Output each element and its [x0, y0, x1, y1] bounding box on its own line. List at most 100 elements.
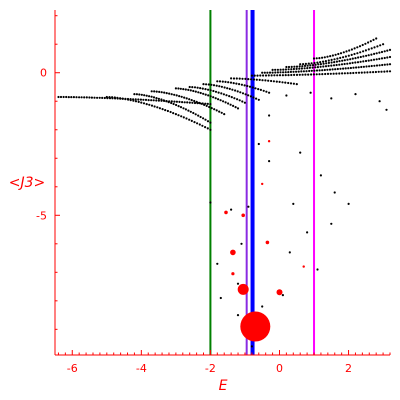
data-point-476 [342, 56, 345, 59]
data-point-345 [310, 69, 313, 72]
axes [54, 10, 390, 356]
data-point-45 [173, 100, 176, 103]
data-point-278 [256, 74, 259, 77]
data-point-279 [259, 74, 262, 77]
data-point-127 [199, 115, 202, 119]
data-point-359 [347, 67, 350, 70]
data-point-464 [307, 62, 310, 65]
data-point-208 [241, 100, 244, 103]
data-point-497 [329, 55, 332, 58]
data-point-375 [388, 63, 392, 66]
data-point-314 [357, 71, 361, 74]
data-point-1 [59, 95, 63, 99]
data-point-34 [144, 98, 148, 101]
data-point-130 [206, 120, 210, 123]
data-point-240 [238, 83, 241, 86]
data-point-32 [139, 98, 142, 101]
data-point-108 [152, 96, 156, 99]
data-point-63 [113, 96, 116, 99]
data-point-367 [368, 65, 371, 68]
data-point-506 [353, 47, 356, 50]
data-point-511 [367, 41, 370, 44]
data-point-344 [308, 69, 311, 73]
data-point-117 [175, 103, 178, 107]
data-point-113 [165, 100, 168, 103]
data-point-534 [240, 242, 243, 245]
data-point-188 [188, 85, 191, 89]
data-point-502 [342, 51, 345, 54]
data-point-153 [203, 103, 206, 106]
data-point-418 [383, 56, 386, 60]
data-point-8 [78, 96, 81, 99]
ticks: -6 -4 -2 0 2 0 -5 [36, 15, 391, 375]
data-point-475 [339, 56, 342, 60]
data-point-94 [196, 122, 199, 125]
data-point-162 [174, 87, 177, 90]
data-point-39 [157, 99, 160, 102]
data-point-82 [164, 109, 167, 112]
data-point-340 [297, 70, 300, 73]
data-point-172 [199, 91, 202, 95]
data-point-414 [372, 58, 376, 61]
data-point-402 [340, 63, 344, 66]
data-points [57, 37, 392, 348]
data-point-417 [380, 57, 384, 60]
data-point-357 [342, 67, 345, 70]
data-point-33 [142, 98, 145, 101]
data-point-403 [343, 62, 346, 66]
y-tick-label-0: 0 [40, 67, 47, 80]
data-point-175 [207, 94, 210, 97]
data-point-207 [238, 99, 241, 102]
data-point-305 [332, 72, 335, 75]
data-point-260 [252, 78, 256, 81]
data-point-226 [244, 93, 247, 96]
data-point-532 [306, 231, 309, 234]
data-point-499 [334, 53, 337, 56]
data-point-399 [332, 64, 336, 67]
data-point-192 [199, 87, 202, 90]
data-point-419 [386, 56, 389, 59]
data-point-132 [150, 90, 153, 93]
data-point-480 [353, 52, 356, 56]
data-point-221 [231, 88, 234, 91]
data-point-406 [351, 61, 354, 64]
data-point-220 [228, 87, 231, 90]
data-point-81 [161, 108, 164, 111]
x-tick-label-0: -6 [67, 362, 78, 375]
data-point-458 [383, 50, 386, 53]
data-point-350 [323, 68, 326, 72]
data-point-303 [326, 72, 330, 75]
data-point-256 [241, 77, 244, 80]
data-point-525 [319, 174, 322, 177]
data-point-496 [326, 55, 329, 58]
data-point-38 [155, 99, 158, 102]
data-point-92 [190, 119, 193, 122]
data-point-443 [343, 59, 346, 62]
data-point-225 [241, 92, 245, 95]
data-point-423 [290, 65, 293, 68]
data-point-427 [301, 65, 304, 68]
data-point-83 [166, 109, 169, 113]
data-point-287 [281, 74, 284, 77]
data-point-439 [333, 61, 336, 64]
data-point-310 [346, 72, 349, 75]
data-point-180 [219, 99, 222, 102]
data-point-473 [333, 58, 336, 61]
data-point-189 [191, 86, 194, 89]
data-point-93 [193, 121, 196, 124]
data-point-450 [362, 55, 365, 58]
data-point-14 [93, 96, 96, 99]
data-point-409 [359, 60, 362, 63]
vertical-lines [209, 10, 316, 355]
data-point-157 [213, 108, 216, 111]
data-point-123 [189, 110, 192, 113]
data-point-166 [184, 88, 187, 91]
data-point-283 [270, 74, 273, 77]
data-point-293 [298, 73, 301, 76]
data-point-397 [327, 64, 330, 67]
data-point-493 [318, 57, 321, 60]
data-point-288 [284, 74, 287, 77]
data-point-126 [197, 114, 200, 117]
data-point-408 [356, 61, 360, 64]
x-tick-label-1: -4 [136, 362, 147, 375]
